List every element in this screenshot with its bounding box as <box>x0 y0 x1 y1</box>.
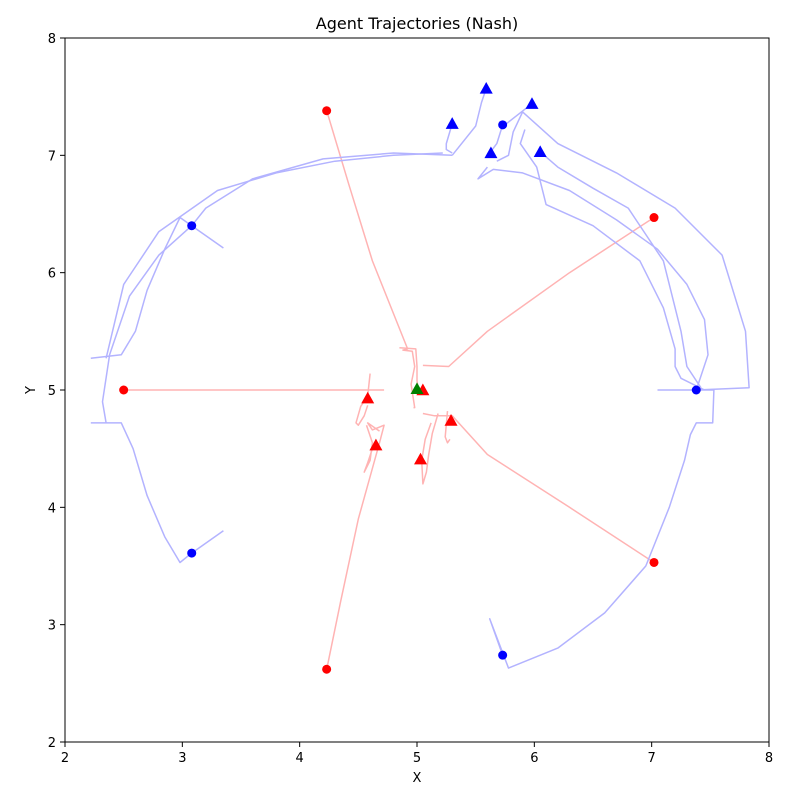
blue-end-point-4 <box>533 145 547 158</box>
blue-trajectory-12 <box>451 88 487 156</box>
red-end-point-0 <box>361 391 375 404</box>
y-tick-label-1: 3 <box>48 619 56 634</box>
target-point-0 <box>410 382 424 395</box>
x-tick-label-6: 8 <box>765 751 773 766</box>
x-tick-label-3: 5 <box>413 751 421 766</box>
red-end-point-4 <box>444 414 458 426</box>
y-tick-label-3: 5 <box>48 384 56 399</box>
red-trajectory-4 <box>422 216 655 368</box>
plot-area <box>90 81 750 674</box>
blue-trajectory-2 <box>488 389 715 669</box>
x-axis-label: X <box>413 771 422 786</box>
y-tick-label-6: 8 <box>48 32 56 47</box>
blue-start-point-1 <box>187 548 197 558</box>
blue-end-point-2 <box>525 97 539 109</box>
blue-start-point-3 <box>691 385 701 395</box>
blue-trajectory-4 <box>477 166 709 391</box>
red-end-point-3 <box>414 452 428 465</box>
x-tick-label-0: 2 <box>61 751 69 766</box>
axis-ticks: 2 3 4 5 6 7 8 2 3 4 5 6 7 8 <box>48 32 773 766</box>
blue-trajectory-9 <box>191 152 453 227</box>
blue-start-point-4 <box>498 650 508 660</box>
red-trajectory-8 <box>325 422 385 670</box>
red-trajectory-9 <box>363 424 374 473</box>
x-tick-label-5: 7 <box>648 751 656 766</box>
blue-trajectory-10 <box>105 152 443 359</box>
red-start-point-0 <box>322 106 332 116</box>
blue-end-point-1 <box>479 81 493 94</box>
blue-start-point-2 <box>498 120 508 130</box>
blue-trajectory-7 <box>539 151 702 389</box>
blue-trajectory-3 <box>496 111 750 391</box>
y-tick-label-4: 6 <box>48 267 56 282</box>
blue-end-point-0 <box>445 117 459 129</box>
red-start-point-2 <box>649 213 659 223</box>
y-tick-label-5: 7 <box>48 149 56 164</box>
red-start-point-4 <box>322 664 332 674</box>
blue-end-point-3 <box>484 146 498 159</box>
red-trajectory-5 <box>422 412 655 564</box>
x-tick-label-2: 4 <box>296 751 304 766</box>
x-tick-label-1: 3 <box>178 751 186 766</box>
y-tick-label-0: 2 <box>48 736 56 751</box>
red-end-point-2 <box>369 438 383 451</box>
blue-trajectory-11 <box>445 123 453 154</box>
red-start-point-3 <box>649 557 659 567</box>
x-tick-label-4: 6 <box>530 751 538 766</box>
y-axis-label: Y <box>24 386 39 395</box>
blue-start-point-0 <box>187 221 197 231</box>
chart-title: Agent Trajectories (Nash) <box>316 14 518 33</box>
red-start-point-1 <box>119 385 129 395</box>
red-trajectory-6 <box>420 413 439 485</box>
blue-trajectory-8 <box>101 225 193 424</box>
y-tick-label-2: 4 <box>48 501 56 516</box>
blue-trajectory-5 <box>519 129 705 391</box>
